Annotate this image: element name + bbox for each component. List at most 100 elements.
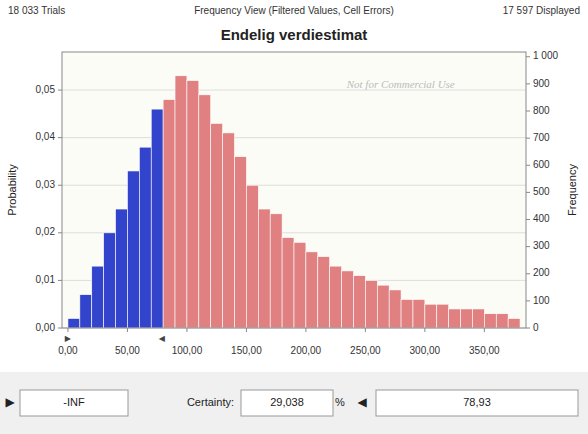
grid-line [62,137,526,138]
bar [508,318,520,328]
bar [484,314,496,328]
y2-tick [526,56,530,57]
bar [294,242,306,328]
y2-tick-label: 100 [533,295,550,306]
grid [62,90,526,328]
y-tick-label: 0,03 [36,179,56,190]
footer-text: ◀ [357,395,367,409]
y2-axis-label: Frequency [566,164,578,216]
x-tick [424,328,425,332]
bar [449,309,461,328]
x-tick [67,328,68,332]
bars [68,76,520,328]
bar [342,271,354,328]
y-tick-label: 0,05 [36,84,56,95]
title: Endelig verdiestimat [221,26,368,43]
bar [282,238,294,328]
y2-tick-label: 200 [533,267,550,278]
header-left: 18 033 Trials [8,5,65,16]
watermark: Not for Commercial Use [346,78,455,90]
bar [472,309,484,328]
y-tick-label: 0,01 [36,274,56,285]
footer-box [241,390,333,416]
bar [187,81,199,328]
y2-tick-label: 400 [533,213,550,224]
y-tick [58,185,62,186]
bar [258,209,270,328]
bar [151,109,163,328]
bar [211,123,223,328]
bar [246,185,258,328]
y2-tick [526,165,530,166]
y-tick [58,90,62,91]
y2-tick [526,300,530,301]
y2-tick-label: 1 000 [533,50,558,61]
bar [413,299,425,328]
y2-tick [526,273,530,274]
footer-text: 78,93 [463,396,491,408]
bar [353,276,365,328]
y2-tick-label: 900 [533,78,550,89]
bar [92,266,104,328]
y-tick [58,137,62,138]
bar [80,295,92,328]
bar [306,252,318,328]
y-tick [58,232,62,233]
x-tick [186,328,187,332]
x-tick-label: 0,00 [58,345,78,356]
y2-tick [526,328,530,329]
bar [104,233,116,328]
header-center: Frequency View (Filtered Values, Cell Er… [194,5,394,16]
bar [365,280,377,328]
bar [223,133,235,328]
y2-tick [526,83,530,84]
x-tick-label: 150,00 [231,345,262,356]
y2-tick [526,111,530,112]
x-tick [305,328,306,332]
bar [199,95,211,328]
grid-line [62,90,526,91]
footer-panel [0,372,588,434]
bar [127,171,139,328]
bar [401,299,413,328]
bar [68,318,80,328]
y-tick [58,328,62,329]
footer-text: 29,038 [270,396,304,408]
bar [235,157,247,328]
bar [270,214,282,328]
bar [116,209,128,328]
y2-tick [526,246,530,247]
footer: ▶ -INF Certainty: 29,038% ◀ 78,93 [0,372,588,434]
bar [377,285,389,328]
footer-text: Certainty: [187,396,234,408]
y2-tick-label: 800 [533,105,550,116]
x-tick-label: 200,00 [291,345,322,356]
bar [175,76,187,328]
footer-text: -INF [63,396,85,408]
x-tick-label: 300,00 [410,345,441,356]
footer-text: ▶ [5,395,15,409]
bar [318,257,330,328]
plot-area [62,52,526,328]
bar [437,304,449,328]
x-axis: 0,0050,00100,00150,00200,00250,00300,003… [58,328,500,356]
footer-text: % [335,396,345,408]
x-marker: ◀ [159,334,166,343]
y2-tick [526,138,530,139]
x-marker: ▶ [65,334,72,343]
bar [139,147,151,328]
y-tick-label: 0,04 [36,131,56,142]
bar [461,309,473,328]
y2-tick-label: 0 [533,322,539,333]
bar [389,290,401,328]
y2-tick-label: 700 [533,132,550,143]
bar [425,304,437,328]
y2-tick [526,219,530,220]
frame [62,52,526,328]
y-tick-label: 0,00 [36,322,56,333]
x-tick-label: 250,00 [350,345,381,356]
x-tick [365,328,366,332]
x-tick-label: 50,00 [115,345,140,356]
x-tick-label: 350,00 [469,345,500,356]
y2-tick-label: 500 [533,186,550,197]
